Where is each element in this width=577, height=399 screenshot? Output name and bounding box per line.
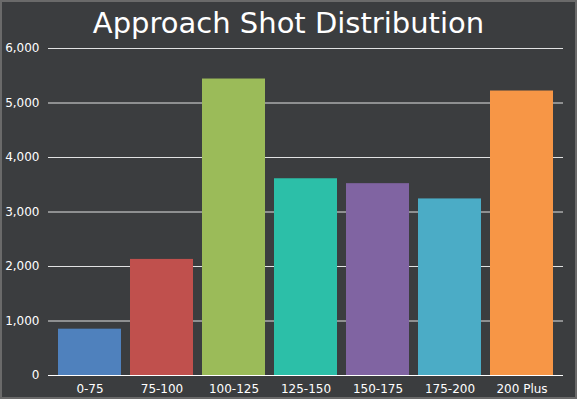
svg-text:75-100: 75-100 xyxy=(141,382,184,396)
svg-text:5,000: 5,000 xyxy=(5,96,39,110)
svg-text:3,000: 3,000 xyxy=(5,205,39,219)
svg-text:0: 0 xyxy=(32,368,40,382)
html-text:Approach Shot Distribution: Approach Shot Distribution xyxy=(92,6,485,40)
svg-text:125-150: 125-150 xyxy=(281,382,331,396)
svg-text:0-75: 0-75 xyxy=(76,382,103,396)
svg-text:175-200: 175-200 xyxy=(425,382,475,396)
svg-text:6,000: 6,000 xyxy=(5,41,39,55)
svg-text:150-175: 150-175 xyxy=(353,382,403,396)
svg-text:1,000: 1,000 xyxy=(5,314,39,328)
svg-text:100-125: 100-125 xyxy=(209,382,259,396)
svg-text:4,000: 4,000 xyxy=(5,150,39,164)
svg-text:2,000: 2,000 xyxy=(5,259,39,273)
svg-text:200 Plus: 200 Plus xyxy=(496,382,547,396)
